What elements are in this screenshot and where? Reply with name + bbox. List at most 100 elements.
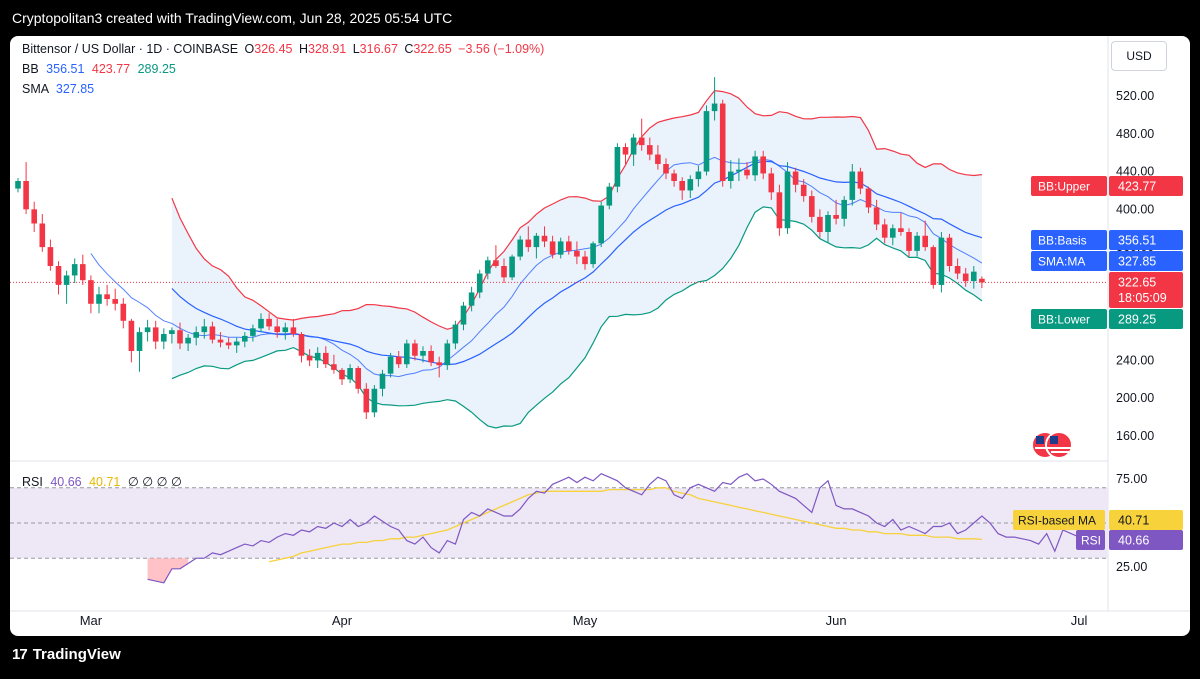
candle-down: [331, 354, 337, 374]
currency-button[interactable]: USD: [1111, 41, 1167, 71]
candle-down: [412, 339, 418, 361]
candle-down: [719, 99, 726, 187]
candle-down: [501, 258, 507, 283]
rsi-ma-line: [268, 487, 982, 563]
candle-up: [144, 319, 151, 342]
main-chart[interactable]: 160.00200.00240.00280.00320.00360.00400.…: [10, 36, 1190, 636]
candle-up: [460, 301, 467, 331]
candle-body: [282, 327, 289, 333]
candle-down: [225, 337, 232, 350]
candle-down: [88, 275, 94, 314]
tag-sma-ma: SMA:MA 327.85: [1031, 251, 1183, 271]
candle-down: [152, 320, 159, 350]
candle-body: [112, 299, 118, 304]
candle-body: [881, 224, 888, 238]
candle-body: [31, 209, 37, 224]
candle-body: [574, 250, 580, 257]
low-value: 316.67: [359, 42, 398, 56]
candle-up: [136, 327, 143, 372]
tag-sma-ma-value: 327.85: [1118, 255, 1156, 269]
candle-down: [881, 218, 888, 244]
rsi-extra-values: ∅ ∅ ∅ ∅: [127, 475, 182, 489]
candle-body: [493, 260, 499, 266]
candle-down: [800, 179, 807, 202]
candle-body: [744, 169, 750, 176]
tag-bb-upper: BB:Upper 423.77: [1031, 176, 1183, 196]
rsi-legend[interactable]: RSI 40.66 40.71 ∅ ∅ ∅ ∅: [22, 474, 182, 489]
candle-down: [760, 150, 766, 180]
candle-body: [39, 223, 46, 248]
tag-sma-ma-value-bg: [1109, 251, 1183, 271]
candle-body: [655, 154, 661, 164]
bb-lower-line: [171, 206, 983, 429]
footer-brand[interactable]: 17 TradingView: [12, 646, 121, 672]
time-tick-label: Jun: [826, 613, 847, 628]
open-label: O: [244, 42, 255, 56]
candle-body: [687, 179, 694, 191]
rsi-tag-label-bg: [1076, 530, 1105, 550]
tag-bb-lower-label-bg: [1031, 309, 1107, 329]
tag-bb-basis: BB:Basis 356.51: [1031, 230, 1183, 250]
candle-down: [857, 167, 864, 195]
candle-up: [404, 339, 410, 368]
candle-body: [890, 228, 896, 238]
candle-body: [258, 318, 264, 329]
candle-down: [112, 288, 118, 311]
candle-up: [314, 347, 321, 368]
bb-legend[interactable]: BB 356.51 423.77 289.25: [22, 62, 176, 76]
candle-down: [428, 345, 434, 367]
candle-body: [185, 337, 191, 344]
sma-line: [90, 156, 983, 378]
candle-body: [266, 318, 272, 327]
candle-down: [574, 241, 580, 265]
candle-down: [177, 322, 183, 350]
candle-body: [533, 235, 540, 248]
tag-bb-upper-label-bg: [1031, 176, 1107, 196]
candle-down: [290, 318, 297, 337]
rsi-label: RSI: [22, 475, 43, 489]
candle-body: [339, 369, 345, 380]
candle-up: [96, 286, 102, 314]
time-tick-label: Apr: [332, 613, 353, 628]
candle-up: [752, 150, 758, 181]
tag-bb-basis-value-bg: [1109, 230, 1183, 250]
candle-up: [444, 339, 451, 370]
symbol-name[interactable]: Bittensor / US Dollar · 1D · COINBASE: [22, 42, 239, 56]
candle-down: [655, 145, 661, 170]
open-value: 326.45: [254, 42, 293, 56]
tag-rsi: RSI 40.66: [1076, 530, 1183, 550]
candle-body: [638, 137, 645, 146]
candle-body: [306, 355, 313, 361]
candle-body: [630, 137, 637, 155]
tag-bb-basis-label: BB:Basis: [1038, 234, 1087, 248]
close-label: C: [404, 42, 414, 56]
candle-up: [517, 235, 523, 261]
candle-down: [776, 184, 783, 236]
tag-bb-basis-label-bg: [1031, 230, 1107, 250]
tag-sma-ma-label: SMA:MA: [1038, 255, 1085, 269]
sma-legend[interactable]: SMA 327.85: [22, 82, 94, 96]
candle-body: [719, 103, 726, 181]
price-tick-label: 480.00: [1116, 127, 1154, 141]
candle-body: [387, 356, 394, 374]
candle-down: [873, 199, 880, 231]
candle-up: [614, 143, 621, 193]
price-tick-label: 440.00: [1116, 165, 1154, 179]
candle-up: [15, 178, 21, 193]
candle-body: [23, 181, 29, 210]
candle-body: [817, 216, 823, 232]
candle-down: [744, 162, 750, 180]
candle-down: [809, 190, 815, 223]
tag-bb-lower-label: BB:Lower: [1038, 313, 1090, 327]
candle-up: [387, 352, 394, 378]
candle-up: [485, 256, 491, 280]
candle-body: [679, 181, 685, 191]
candle-down: [930, 245, 937, 289]
tag-last-price-countdown: 18:05:09: [1118, 291, 1167, 305]
candle-body: [96, 294, 102, 304]
candle-body: [412, 343, 418, 356]
candle-body: [525, 239, 532, 248]
candle-down: [306, 349, 313, 367]
candle-body: [80, 264, 86, 281]
